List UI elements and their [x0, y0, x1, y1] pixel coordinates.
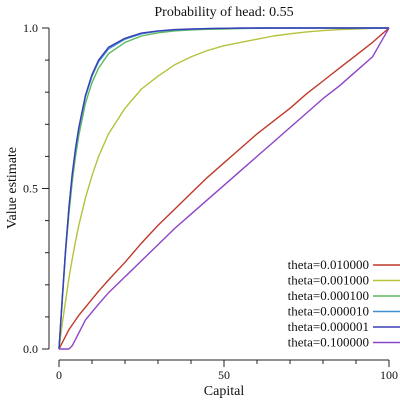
y-tick-label: 0.0 [23, 342, 38, 356]
legend-label: theta=0.000010 [288, 304, 369, 319]
y-tick-label: 0.5 [23, 182, 38, 196]
x-tick-label: 100 [380, 368, 398, 382]
legend-label: theta=0.000100 [288, 288, 369, 303]
x-tick-label: 0 [56, 368, 62, 382]
legend-label: theta=0.010000 [288, 257, 369, 272]
y-tick-label: 1.0 [23, 21, 38, 35]
x-tick-label: 50 [218, 368, 230, 382]
series-line [58, 27, 390, 350]
legend-label: theta=0.001000 [288, 273, 369, 288]
legend-label: theta=0.000001 [288, 319, 369, 334]
x-axis-label: Capital [204, 384, 245, 399]
legend-label: theta=0.100000 [288, 335, 369, 350]
series-lines [58, 27, 390, 350]
series-line [58, 27, 390, 350]
series-line [59, 27, 390, 350]
chart-title: Probability of head: 0.55 [154, 5, 293, 20]
y-axis-label: Value estimate [5, 147, 20, 229]
axes: 0.0 0.5 1.0 0 50 100 [23, 21, 398, 382]
legend: theta=0.010000theta=0.001000theta=0.0001… [288, 257, 400, 350]
series-line [58, 27, 389, 350]
